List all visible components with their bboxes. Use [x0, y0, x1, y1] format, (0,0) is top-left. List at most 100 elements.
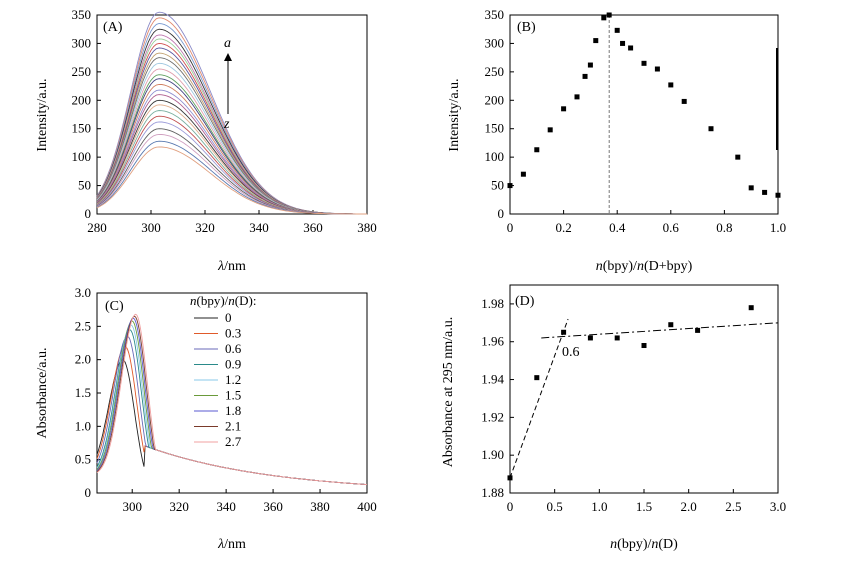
panel-a-xtick-label: 320 — [195, 220, 215, 235]
panel-d-data-point — [695, 327, 701, 333]
panel-d-data-point — [507, 475, 513, 481]
panel-a-xtick-label: 340 — [249, 220, 269, 235]
panel-b-data-point — [601, 15, 607, 21]
panel-d-xtick-label: 0.5 — [547, 499, 563, 514]
panel-b-ytick-label: 350 — [485, 7, 505, 22]
panel-b-data-point — [593, 38, 599, 44]
panel-d-xtick-label: 3.0 — [770, 499, 786, 514]
panel-a-spectrum-line — [96, 110, 367, 215]
panel-c-xtick-label: 360 — [263, 499, 283, 514]
panel-d-xlabel-n2: n — [651, 537, 658, 552]
panel-a-annot-top: a — [224, 36, 231, 51]
panel-b-data-point — [561, 106, 567, 112]
panel-b-xtick-label: 0.8 — [716, 220, 732, 235]
panel-c-ytick-label: 0.5 — [75, 452, 91, 467]
panel-c-xlabel: λ/nm — [217, 537, 246, 552]
panel-c-ytick-label: 3.0 — [75, 285, 91, 300]
panel-d-data-point — [668, 322, 674, 328]
panel-d-ytick-label: 1.90 — [481, 447, 504, 462]
panel-c-legend-entry: 1.8 — [225, 403, 241, 418]
panel-b-xlabel-n1: n — [596, 259, 603, 274]
panel-a-ytick-label: 300 — [72, 35, 92, 50]
panel-d-xtick-label: 0 — [507, 499, 514, 514]
panel-b-label: (B) — [517, 20, 536, 35]
panel-a-xlabel-unit: /nm — [224, 259, 246, 274]
panel-d-annotation: 0.6 — [562, 345, 580, 360]
panel-a-frame — [96, 14, 368, 215]
panel-b-ytick-label: 100 — [485, 149, 505, 164]
panel-b-data-point — [620, 40, 626, 46]
panel-c-xtick-label: 340 — [216, 499, 236, 514]
panel-d-data-point — [748, 305, 754, 311]
panel-d-data-point — [561, 329, 567, 335]
panel-b-ytick-label: 0 — [498, 206, 505, 221]
panel-c-legend-n2: n — [228, 293, 235, 308]
panel-b-data-point — [668, 82, 674, 88]
panel-d-data-point — [641, 343, 647, 349]
panel-d-xlabel-bpy: (bpy)/ — [617, 537, 651, 552]
panel-a-spectrum-line — [96, 146, 367, 215]
panel-b-xlabel-dbpy: (D+bpy) — [644, 259, 693, 274]
panel-c-label: (C) — [105, 299, 124, 314]
panel-b-data-point — [735, 154, 741, 160]
panel-c-legend-bpy: (bpy)/ — [197, 293, 229, 308]
panel-b-data-point — [606, 12, 612, 18]
panel-b: 0 0.2 0.4 0.6 0.8 1.0 0 50 100 150 200 250 300 350 (B… — [447, 7, 786, 274]
panel-c-ylabel: Absorbance/a.u. — [35, 348, 50, 439]
panel-b-ytick-label: 150 — [485, 121, 505, 136]
panel-b-xtick-label: 0.6 — [663, 220, 680, 235]
panel-d-ylabel: Absorbance at 295 nm/a.u. — [441, 317, 456, 467]
panel-b-data-point — [507, 183, 513, 189]
panel-c-legend-entry: 0.6 — [225, 341, 242, 356]
panel-d-xtick-label: 1.5 — [636, 499, 652, 514]
panel-c-xtick-label: 380 — [310, 499, 330, 514]
panel-c-ytick-label: 2.5 — [75, 318, 91, 333]
panel-b-data-point — [534, 147, 540, 153]
panel-b-data-point — [587, 62, 593, 68]
panel-a-ytick-label: 0 — [85, 206, 92, 221]
panel-a-ylabel: Intensity/a.u. — [35, 78, 50, 151]
panel-b-data-point — [748, 185, 754, 191]
panel-b-data-point — [654, 66, 660, 72]
panel-c-xtick-label: 320 — [169, 499, 189, 514]
panel-b-data-point — [547, 127, 553, 133]
panel-c-legend-entry: 0 — [225, 310, 232, 325]
panel-d-label: (D) — [515, 294, 535, 309]
panel-c-xlabel-unit: /nm — [224, 537, 246, 552]
panel-b-ytick-label: 300 — [485, 35, 505, 50]
panel-c-legend-d: (D): — [235, 293, 257, 308]
panel-b-xlabel-bpy: (bpy)/ — [603, 259, 637, 274]
panel-d-ytick-label: 1.96 — [481, 334, 504, 349]
panel-c-xlabel-var: λ — [217, 537, 224, 552]
panel-c-legend-entry: 2.7 — [225, 434, 242, 449]
panel-c-xtick-label: 300 — [122, 499, 142, 514]
panel-d-xtick-label: 2.5 — [725, 499, 741, 514]
panel-b-data-point — [574, 94, 580, 100]
panel-d-xlabel: n(bpy)/n(D) — [610, 537, 678, 552]
panel-b-xtick-label: 0 — [507, 220, 514, 235]
panel-b-data-point — [708, 126, 714, 132]
panel-c-xtick-label: 400 — [357, 499, 377, 514]
panel-d-ytick-label: 1.98 — [481, 296, 504, 311]
panel-b-ytick-label: 250 — [485, 64, 505, 79]
panel-b-data-point — [641, 60, 647, 66]
panel-a-ytick-label: 200 — [72, 92, 92, 107]
panel-a-ytick-label: 350 — [72, 7, 92, 22]
panel-c-ytick-label: 0 — [85, 485, 92, 500]
panel-b-data-point — [681, 98, 687, 104]
panel-a-label: (A) — [103, 20, 123, 35]
panel-d-fit-line-flat — [541, 322, 779, 339]
panel-d-fit-line-steep — [509, 318, 569, 479]
panel-a-xtick-label: 280 — [87, 220, 107, 235]
panel-d-ytick-label: 1.92 — [481, 409, 504, 424]
panel-d-data-point — [614, 335, 620, 341]
panel-a-xlabel: λ/nm — [217, 259, 246, 274]
panel-b-xlabel-n2: n — [637, 259, 644, 274]
panel-a-annot-bottom: z — [223, 117, 230, 132]
panel-b-ytick-label: 200 — [485, 92, 505, 107]
panel-b-ylabel: Intensity/a.u. — [447, 78, 462, 151]
panel-c-legend-n1: n — [190, 293, 197, 308]
panel-c-spectrum-line — [96, 313, 368, 486]
panel-d-xtick-label: 1.0 — [591, 499, 607, 514]
